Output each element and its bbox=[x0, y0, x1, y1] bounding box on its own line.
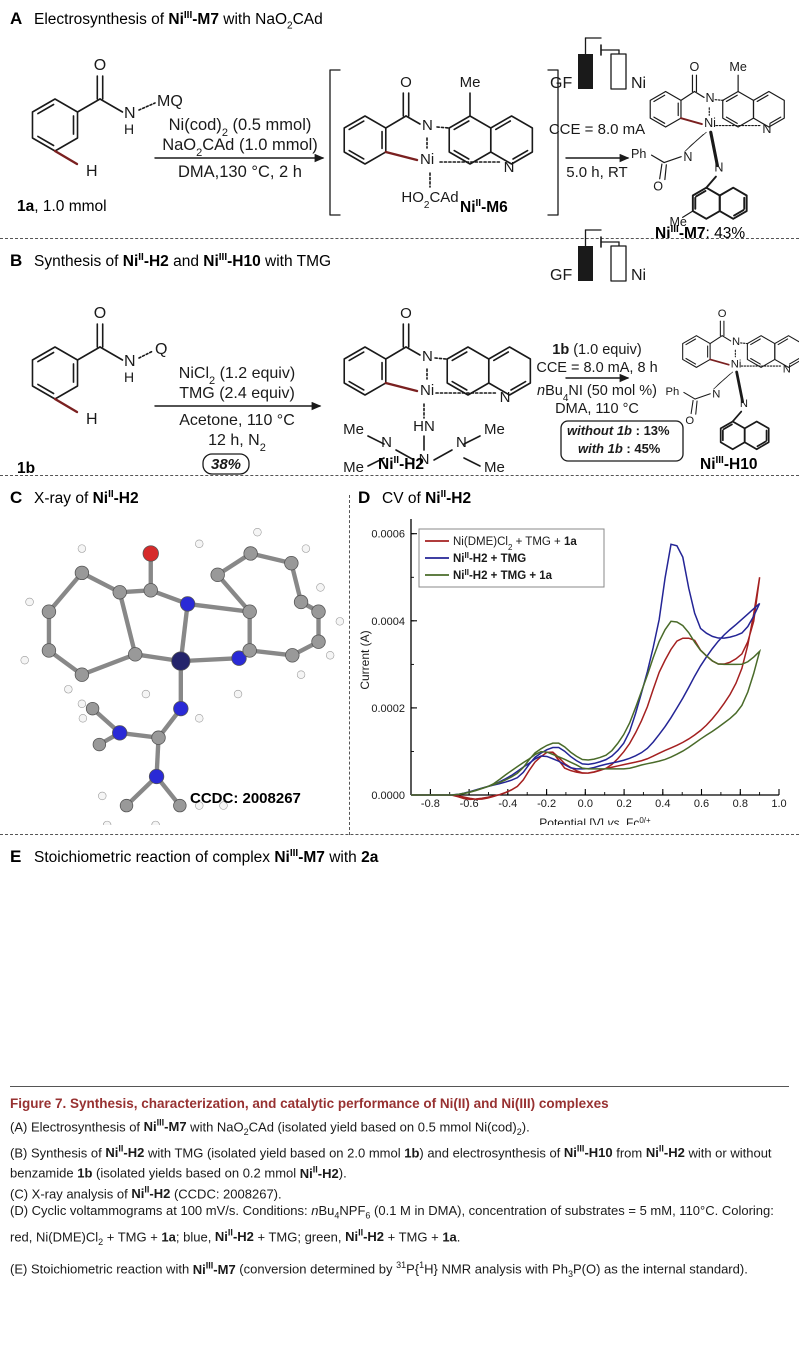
svg-text:-0.8: -0.8 bbox=[421, 798, 440, 810]
svg-text:N: N bbox=[740, 398, 748, 410]
svg-text:N: N bbox=[712, 389, 720, 401]
svg-text:N: N bbox=[500, 389, 511, 406]
svg-text:without 1b : 13%: without 1b : 13% bbox=[567, 423, 670, 438]
svg-text:Me: Me bbox=[729, 60, 746, 74]
svg-text:-0.4: -0.4 bbox=[498, 798, 517, 810]
svg-text:H: H bbox=[124, 369, 134, 385]
svg-text:Ni: Ni bbox=[731, 358, 742, 370]
svg-text:H: H bbox=[86, 411, 98, 428]
svg-text:H: H bbox=[124, 121, 134, 137]
svg-text:Ph: Ph bbox=[666, 386, 680, 398]
svg-text:0.0: 0.0 bbox=[578, 798, 593, 810]
svg-text:Me: Me bbox=[343, 421, 364, 438]
svg-text:CCE = 8.0 mA, 8 h: CCE = 8.0 mA, 8 h bbox=[536, 360, 657, 376]
svg-text:0.0006: 0.0006 bbox=[371, 529, 405, 541]
svg-text:Acetone, 110 °C: Acetone, 110 °C bbox=[179, 412, 295, 429]
svg-text:0.6: 0.6 bbox=[694, 798, 709, 810]
svg-text:O: O bbox=[685, 415, 694, 427]
svg-text:Ni: Ni bbox=[631, 75, 646, 92]
svg-text:38%: 38% bbox=[211, 456, 241, 473]
svg-text:12 h, N2: 12 h, N2 bbox=[208, 432, 266, 454]
svg-text:N: N bbox=[732, 336, 740, 348]
svg-text:5.0 h, RT: 5.0 h, RT bbox=[566, 164, 627, 181]
svg-text:GF: GF bbox=[550, 75, 572, 92]
svg-text:O: O bbox=[400, 305, 412, 322]
svg-text:Current (A): Current (A) bbox=[358, 630, 372, 689]
svg-text:N: N bbox=[504, 159, 515, 176]
svg-text:Ni: Ni bbox=[704, 116, 716, 130]
svg-text:O: O bbox=[94, 305, 106, 322]
svg-text:N: N bbox=[762, 122, 771, 136]
svg-text:N: N bbox=[422, 348, 433, 365]
svg-text:-0.2: -0.2 bbox=[537, 798, 556, 810]
svg-text:GF: GF bbox=[550, 267, 572, 284]
svg-text:Potential [V] vs. Fc0/+: Potential [V] vs. Fc0/+ bbox=[539, 816, 651, 826]
svg-text:DMA, 110 °C: DMA, 110 °C bbox=[555, 401, 639, 417]
svg-text:Q: Q bbox=[155, 341, 167, 358]
svg-text:MQ: MQ bbox=[157, 93, 183, 110]
svg-text:Me: Me bbox=[484, 459, 505, 476]
svg-text:NiII-H2 + TMG: NiII-H2 + TMG bbox=[453, 551, 526, 566]
svg-text:with 1b : 45%: with 1b : 45% bbox=[578, 441, 661, 456]
svg-text:N: N bbox=[124, 353, 136, 370]
svg-text:TMG (2.4 equiv): TMG (2.4 equiv) bbox=[179, 385, 295, 402]
svg-text:0.4: 0.4 bbox=[655, 798, 670, 810]
svg-text:1b (1.0 equiv): 1b (1.0 equiv) bbox=[552, 342, 641, 358]
svg-text:Ni: Ni bbox=[420, 382, 434, 399]
svg-text:N: N bbox=[714, 160, 723, 174]
svg-text:DMA,130 °C, 2 h: DMA,130 °C, 2 h bbox=[178, 163, 302, 181]
svg-text:NaO2CAd (1.0 mmol): NaO2CAd (1.0 mmol) bbox=[162, 136, 318, 159]
svg-text:O: O bbox=[718, 308, 727, 320]
svg-text:O: O bbox=[690, 60, 700, 74]
svg-text:N: N bbox=[124, 105, 136, 122]
svg-text:0.0004: 0.0004 bbox=[371, 616, 405, 628]
svg-text:N: N bbox=[783, 364, 791, 376]
svg-text:Ni: Ni bbox=[420, 151, 434, 168]
svg-text:HN: HN bbox=[413, 418, 435, 435]
svg-text:Me: Me bbox=[343, 459, 364, 476]
svg-text:Ni: Ni bbox=[631, 267, 646, 284]
svg-text:O: O bbox=[653, 180, 663, 194]
svg-text:NiCl2 (1.2 equiv): NiCl2 (1.2 equiv) bbox=[179, 365, 295, 387]
svg-text:0.0000: 0.0000 bbox=[371, 790, 405, 802]
svg-text:N: N bbox=[422, 117, 433, 134]
svg-text:0.0002: 0.0002 bbox=[371, 703, 405, 715]
svg-text:N: N bbox=[706, 91, 715, 105]
svg-text:Ph: Ph bbox=[631, 147, 646, 161]
svg-text:1.0: 1.0 bbox=[771, 798, 786, 810]
svg-text:N: N bbox=[683, 150, 692, 164]
svg-text:O: O bbox=[94, 57, 106, 74]
svg-text:CCE = 8.0 mA: CCE = 8.0 mA bbox=[549, 121, 645, 138]
svg-text:0.8: 0.8 bbox=[733, 798, 748, 810]
svg-text:O: O bbox=[400, 74, 412, 91]
svg-text:Me: Me bbox=[484, 421, 505, 438]
svg-text:0.2: 0.2 bbox=[616, 798, 631, 810]
svg-text:HO2CAd: HO2CAd bbox=[401, 189, 458, 211]
svg-text:Me: Me bbox=[460, 74, 481, 91]
svg-text:H: H bbox=[86, 163, 98, 180]
